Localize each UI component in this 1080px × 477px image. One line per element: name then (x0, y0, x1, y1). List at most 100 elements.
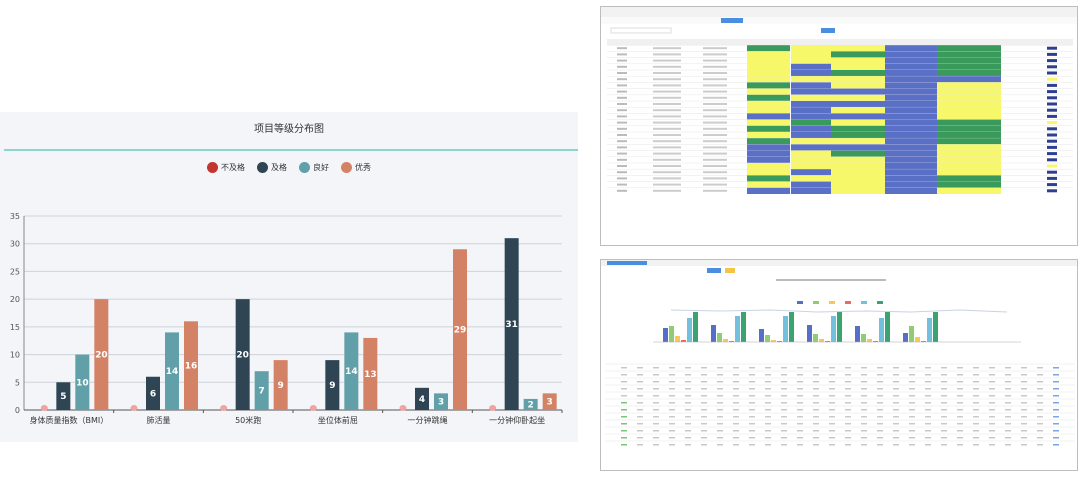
thumb-table-cell (1037, 437, 1043, 439)
thumb-grade-cell (747, 76, 790, 83)
thumb-grade-cell (937, 150, 1001, 157)
thumb-grade-cell (937, 45, 1001, 52)
thumb-grade-cell (885, 175, 937, 182)
thumb-table-cell (1053, 444, 1059, 446)
thumb-cell-text (617, 140, 627, 143)
thumb-cell-text (703, 177, 727, 180)
bar (235, 299, 250, 410)
thumb-legend-swatch (861, 301, 867, 304)
thumb-table-cell (1037, 367, 1043, 369)
thumb-grade-cell (831, 132, 885, 139)
bar (344, 332, 359, 410)
thumb-table-cell (797, 423, 803, 425)
report-preview-graphic (601, 260, 1077, 446)
bar (415, 387, 429, 410)
thumb-cell-text (653, 96, 681, 99)
legend-item-0[interactable]: 不及格 (207, 162, 245, 173)
thumb-table-cell (797, 409, 803, 411)
thumb-cell-text (703, 84, 727, 87)
thumb-table-cell (1021, 381, 1027, 383)
thumb-table-cell (669, 430, 675, 432)
legend-swatch (257, 162, 268, 173)
thumb-cell-text (653, 152, 681, 155)
thumb-cell-text (617, 177, 627, 180)
thumb-grade-cell (885, 45, 937, 52)
thumb-table-cell (781, 402, 787, 404)
thumb-table-cell (1005, 437, 1011, 439)
thumb-table-cell (861, 388, 867, 390)
thumb-table-cell (925, 444, 931, 446)
thumb-table-cell (829, 409, 835, 411)
thumb-cell-text (617, 47, 627, 50)
thumb-table-cell (621, 374, 627, 376)
thumb-status-chip (1047, 90, 1057, 94)
thumb-table-cell (941, 402, 947, 404)
legend-item-3[interactable]: 优秀 (341, 162, 371, 173)
legend-item-1[interactable]: 及格 (257, 162, 287, 173)
y-tick-label: 30 (10, 240, 20, 249)
thumb-cell-text (617, 189, 627, 192)
thumb-table-cell (669, 444, 675, 446)
thumb-cell-text (703, 152, 727, 155)
thumb-mini-bar (759, 329, 764, 342)
thumb-table-cell (813, 430, 819, 432)
y-tick-label: 10 (10, 351, 20, 360)
thumb-table-cell (717, 402, 723, 404)
thumb-table-cell (813, 409, 819, 411)
thumb-mini-bar (735, 316, 740, 342)
thumb-cell-text (703, 90, 727, 93)
thumb-table-cell (1005, 395, 1011, 397)
thumb-table-cell (1005, 374, 1011, 376)
thumb-table-cell (973, 367, 979, 369)
thumb-mini-bar (687, 318, 692, 342)
thumb-table-cell (669, 381, 675, 383)
thumb-table-cell (893, 423, 899, 425)
thumb-table-cell (845, 430, 851, 432)
thumb-table-cell (685, 388, 691, 390)
thumb-legend-swatch (813, 301, 819, 304)
thumb-cell-text (653, 78, 681, 81)
thumb-mini-bar (825, 341, 830, 342)
thumb-grade-cell (791, 76, 831, 83)
thumb-table-cell (877, 444, 883, 446)
thumb-cell-text (703, 103, 727, 105)
thumb-table-header (607, 39, 1073, 46)
thumb-table-cell (909, 367, 915, 369)
thumb-cell-text (703, 158, 727, 161)
thumb-legend-swatch (797, 301, 803, 304)
thumb-table-cell (733, 423, 739, 425)
thumb-table-cell (781, 444, 787, 446)
thumb-table-cell (1037, 430, 1043, 432)
thumb-table-cell (1021, 374, 1027, 376)
thumb-table-cell (941, 381, 947, 383)
thumb-cell-text (617, 103, 627, 105)
thumb-table-cell (829, 444, 835, 446)
thumb-mini-bar (873, 341, 878, 342)
thumb-table-cell (621, 423, 627, 425)
thumb-cell-text (703, 183, 727, 186)
thumb-table-cell (797, 381, 803, 383)
thumb-cell-text (617, 121, 627, 124)
thumb-table-cell (765, 388, 771, 390)
legend-label: 不及格 (221, 163, 245, 172)
thumb-active-tab (721, 18, 743, 23)
thumb-table-cell (973, 444, 979, 446)
thumb-grade-cell (885, 70, 937, 77)
thumb-table-cell (973, 437, 979, 439)
thumb-table-cell (877, 374, 883, 376)
thumb-table-cell (925, 402, 931, 404)
thumb-table-cell (749, 367, 755, 369)
thumb-table-cell (829, 423, 835, 425)
thumb-table-cell (685, 409, 691, 411)
thumb-table-cell (733, 402, 739, 404)
thumb-cell-text (653, 47, 681, 50)
thumb-cell-text (653, 109, 681, 112)
thumb-table-cell (749, 416, 755, 418)
thumb-status-chip (1047, 183, 1057, 187)
thumb-table-cell (989, 423, 995, 425)
thumb-table-cell (1005, 430, 1011, 432)
thumb-table-cell (1021, 409, 1027, 411)
thumb-table-cell (989, 444, 995, 446)
thumb-grade-cell (885, 94, 937, 101)
legend-item-2[interactable]: 良好 (299, 162, 329, 173)
